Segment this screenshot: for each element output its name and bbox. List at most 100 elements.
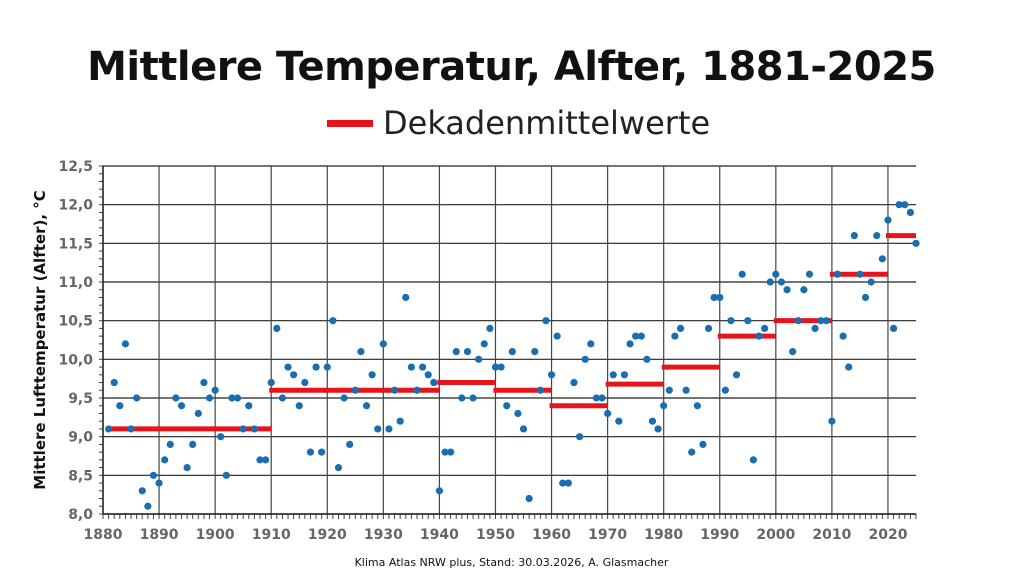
y-tick-label: 8,5 — [68, 468, 93, 484]
data-point — [665, 386, 673, 394]
data-point — [901, 201, 909, 209]
data-point — [121, 340, 130, 348]
data-point — [301, 378, 309, 387]
data-point — [873, 232, 881, 240]
data-point — [340, 394, 348, 402]
data-point — [598, 394, 606, 402]
data-point — [435, 487, 444, 495]
data-point — [396, 417, 404, 425]
data-point — [749, 456, 758, 464]
data-point — [755, 332, 763, 340]
data-point — [867, 278, 875, 286]
data-point — [149, 471, 158, 479]
x-tick-label: 1940 — [420, 527, 459, 543]
data-point — [704, 324, 713, 332]
data-point — [357, 348, 365, 356]
data-point — [884, 216, 892, 224]
legend: Dekadenmittelwerte — [327, 104, 710, 142]
x-tick-label: 1980 — [644, 527, 683, 543]
data-point — [407, 363, 415, 371]
data-point — [850, 232, 858, 240]
data-point — [228, 394, 236, 402]
x-tick-label: 1880 — [84, 527, 123, 543]
data-point — [273, 324, 281, 332]
data-point — [626, 340, 634, 348]
y-tick-label: 10,5 — [58, 314, 93, 330]
data-point — [761, 324, 769, 332]
data-point — [256, 456, 264, 464]
data-point — [660, 402, 668, 410]
data-point — [721, 386, 729, 394]
data-point — [845, 363, 853, 371]
data-point — [211, 386, 219, 394]
data-point — [536, 386, 544, 394]
x-tick-label: 1930 — [364, 527, 403, 543]
data-point — [699, 440, 707, 448]
data-point — [284, 363, 292, 371]
data-point — [351, 386, 359, 394]
x-tick-label: 2020 — [868, 527, 907, 543]
data-point — [469, 394, 477, 402]
data-point — [682, 386, 690, 394]
data-point — [362, 402, 371, 410]
data-point — [177, 402, 186, 410]
y-tick-label: 11,5 — [58, 236, 93, 252]
x-tick-label: 1970 — [588, 527, 627, 543]
data-point — [766, 278, 774, 286]
data-point — [604, 409, 612, 418]
data-point — [133, 394, 141, 402]
data-point — [514, 409, 522, 418]
data-point — [559, 479, 567, 487]
legend-swatch-decade-mean — [327, 119, 373, 127]
data-point — [738, 270, 746, 278]
x-tick-label: 1900 — [196, 527, 235, 543]
data-point — [744, 317, 752, 325]
data-point — [828, 417, 836, 425]
data-point — [688, 448, 696, 456]
data-point — [861, 293, 870, 302]
y-axis-label: Mittlere Lufttemperatur (Alfter), °C — [31, 190, 49, 489]
data-point — [789, 348, 797, 356]
data-point — [906, 208, 914, 216]
data-point — [794, 317, 802, 325]
data-point — [800, 286, 808, 294]
data-point — [889, 324, 898, 332]
data-point — [116, 402, 124, 410]
data-point — [413, 386, 421, 394]
data-point — [592, 394, 601, 402]
data-point — [811, 324, 819, 332]
data-point — [710, 293, 718, 302]
data-point — [172, 394, 180, 402]
data-point — [138, 487, 146, 495]
data-point — [777, 278, 786, 286]
data-point — [615, 417, 623, 425]
data-point — [912, 239, 920, 247]
source-note: Klima Atlas NRW plus, Stand: 30.03.2026,… — [354, 556, 669, 569]
data-point — [817, 317, 825, 325]
data-point — [783, 286, 791, 294]
data-point — [424, 371, 432, 379]
data-point — [637, 332, 645, 340]
data-point — [194, 409, 202, 418]
data-point — [895, 201, 903, 209]
data-point — [531, 348, 539, 356]
data-point — [155, 479, 163, 487]
data-point — [250, 425, 258, 433]
data-point — [587, 340, 595, 348]
data-point — [334, 464, 343, 472]
data-point — [379, 340, 387, 348]
x-tick-label: 1920 — [308, 527, 347, 543]
y-tick-label: 12,5 — [58, 159, 93, 175]
y-tick-label: 8,0 — [68, 507, 93, 523]
x-tick-label: 1910 — [252, 527, 291, 543]
data-point — [463, 348, 472, 356]
data-point — [295, 402, 303, 410]
data-point — [329, 317, 337, 325]
y-tick-label: 9,5 — [68, 391, 93, 407]
data-point — [402, 293, 410, 302]
x-tick-label: 1950 — [476, 527, 515, 543]
data-point — [632, 332, 640, 340]
data-point — [189, 440, 197, 448]
data-point — [772, 270, 780, 278]
